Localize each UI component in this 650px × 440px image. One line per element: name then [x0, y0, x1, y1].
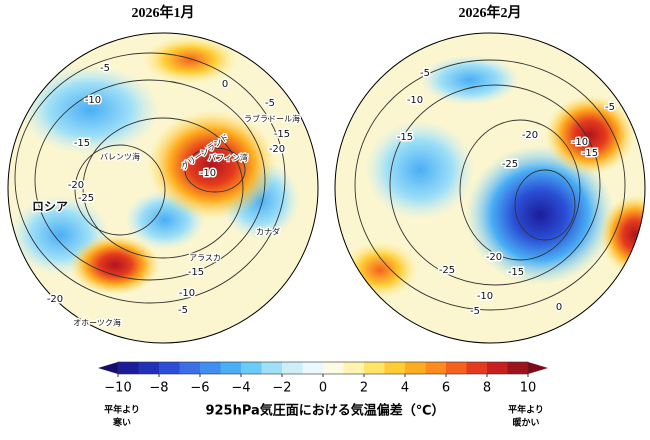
colorbar-segment [118, 362, 139, 374]
contour-label: -20 [486, 252, 502, 263]
warm-label: 平年より [508, 404, 544, 416]
colorbar-segment [261, 362, 283, 374]
colorbar-tick-label: 2 [360, 381, 368, 396]
contour-label: -15 [74, 138, 90, 149]
contour-label: -15 [397, 132, 413, 143]
colorbar-segment [446, 362, 467, 374]
colorbar-segment [138, 362, 160, 374]
colorbar-tick-label: 0 [319, 381, 327, 396]
colorbar-segment [220, 362, 242, 374]
contour-label: -15 [508, 267, 524, 278]
contour-label: -10 [200, 168, 216, 179]
contour-label: 0 [556, 302, 562, 313]
colorbar-over [528, 362, 548, 374]
contour-label: -20 [269, 144, 285, 155]
contour-label: -10 [407, 95, 423, 106]
colorbar-segment [179, 362, 201, 374]
cold-label: 平年より [104, 404, 140, 416]
contour-label: -5 [265, 98, 275, 109]
colorbar-segment [487, 362, 508, 374]
colorbar-tick-label: 4 [401, 381, 409, 396]
place-label: バフィン湾 [208, 153, 248, 163]
colorbar-tick-label: 10 [520, 381, 537, 396]
contour-label: -5 [420, 68, 430, 79]
colorbar-tick-label: −4 [231, 381, 250, 396]
contour-label: -10 [85, 95, 101, 106]
place-label: オホーツク海 [73, 318, 121, 328]
contour-label: -25 [439, 265, 455, 276]
map-title: 2026年1月 [132, 4, 195, 21]
colorbar-tick-label: 6 [442, 381, 450, 396]
colorbar-segment [507, 362, 529, 374]
colorbar-segment [384, 362, 406, 374]
colorbar-segment [425, 362, 447, 374]
colorbar-segment [302, 362, 324, 374]
colorbar-tick-label: −8 [149, 381, 168, 396]
colorbar-segment [405, 362, 426, 374]
map-feb [335, 33, 645, 343]
contour-label: -5 [100, 63, 110, 74]
map-jan [8, 33, 318, 343]
place-label: アラスカ [189, 254, 221, 263]
place-label: カナダ [256, 227, 280, 237]
contour-label: -15 [582, 148, 598, 159]
contour-label: -10 [179, 288, 195, 299]
colorbar-title: 925hPa気圧面における気温偏差（℃） [205, 403, 444, 419]
colorbar-segment [343, 362, 365, 374]
colorbar-segment [241, 362, 262, 374]
contour-label: -15 [274, 129, 290, 140]
colorbar-segment [466, 362, 488, 374]
cold-label: 寒い [112, 417, 131, 429]
place-label: ロシア [32, 200, 68, 214]
colorbar-segment [159, 362, 180, 374]
contour-label: -20 [68, 180, 84, 191]
colorbar-segment [364, 362, 385, 374]
contour-label: -5 [470, 306, 480, 317]
warm-label: 暖かい [512, 417, 539, 429]
place-label: バレンツ海 [100, 152, 140, 162]
contour-label: 0 [222, 79, 228, 90]
map-title: 2026年2月 [459, 4, 522, 21]
map-border [7, 32, 319, 344]
colorbar-tick-label: −10 [104, 381, 131, 396]
contour-label: -5 [178, 305, 188, 316]
contour-label: -20 [522, 130, 538, 141]
colorbar-under [98, 362, 118, 374]
contour-label: -15 [188, 267, 204, 278]
contour-label: -10 [477, 291, 493, 302]
contour-label: -25 [78, 193, 94, 204]
contour-label: -20 [47, 294, 63, 305]
colorbar-segment [282, 362, 303, 374]
colorbar-tick-label: 8 [483, 381, 491, 396]
colorbar-segment [323, 362, 344, 374]
colorbar-tick-label: −6 [190, 381, 209, 396]
map-border [334, 32, 646, 344]
colorbar-segment [200, 362, 221, 374]
contour-label: -5 [605, 102, 615, 113]
colorbar-tick-label: −2 [272, 381, 291, 396]
place-label: ラブラドール海 [244, 114, 300, 124]
contour-label: -25 [502, 159, 518, 170]
contour-label: -10 [572, 137, 588, 148]
